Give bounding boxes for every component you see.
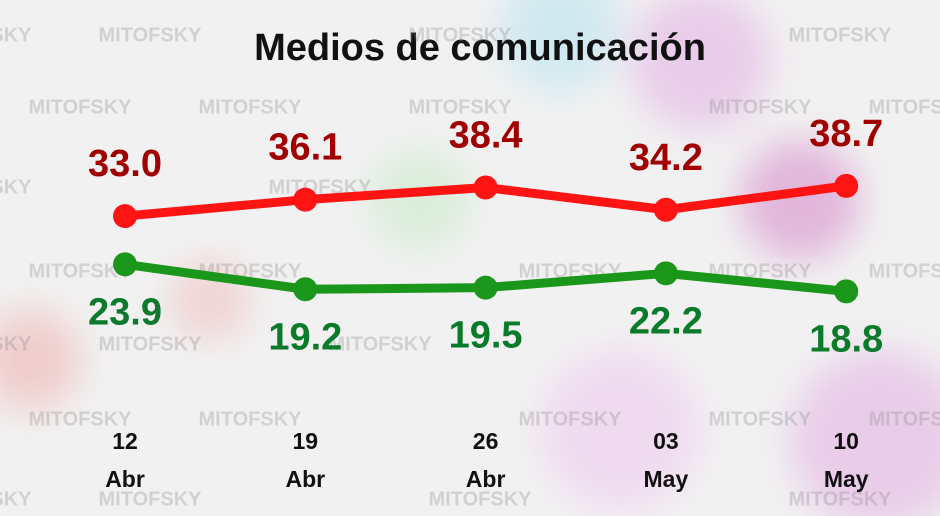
data-label: 38.7 [809, 113, 883, 155]
x-tick-label: 10 May [823, 428, 869, 492]
watermark: MITOFSKY [29, 260, 133, 282]
x-tick-label: 26 Abr [465, 428, 506, 492]
watermark: MITOFSKY [789, 488, 893, 510]
watermark: MITOFSKY [29, 408, 133, 430]
watermark: MITOFSKY [519, 408, 623, 430]
watermark: MITOFSKY [709, 96, 813, 118]
data-label: 34.2 [629, 137, 703, 179]
data-label: 33.0 [88, 143, 162, 185]
watermark: MITOFSKY [409, 24, 513, 46]
point [293, 277, 318, 302]
data-label: 22.2 [629, 300, 703, 342]
watermark: MITOFSKY [869, 408, 940, 430]
point [834, 173, 859, 198]
point [473, 175, 498, 200]
x-tick-label: 03 May [643, 428, 689, 492]
data-label: 23.9 [88, 291, 162, 333]
point [113, 252, 137, 277]
point [653, 197, 678, 222]
watermark: MITOFSKY [869, 96, 940, 118]
watermark: MITOFSKY [409, 96, 513, 118]
watermark: MITOFSKY [29, 96, 133, 118]
watermark: MITOFSKY [99, 24, 203, 46]
watermark-group: MITOFSKY MITOFSKY MITOFSKY MITOFSKY MITOFSKY… [0, 24, 940, 510]
watermark: MITOFSKY [99, 333, 203, 355]
data-label: 19.2 [268, 316, 342, 358]
watermark: MITOFSKY [329, 333, 433, 355]
data-label: 38.4 [449, 115, 523, 157]
point [653, 261, 678, 286]
watermark: MITOFSKY [869, 260, 940, 282]
watermark: MITOFSKY [0, 24, 32, 46]
x-tick-label: 19 Abr [285, 428, 326, 492]
watermark: MITOFSKY [429, 488, 533, 510]
data-label: 36.1 [268, 127, 342, 169]
watermark: MITOFSKY [0, 333, 32, 355]
watermark: MITOFSKY [709, 408, 813, 430]
watermark: MITOFSKY [0, 488, 32, 510]
data-label: 19.5 [449, 315, 523, 357]
data-label: 18.8 [809, 318, 883, 360]
watermark: MITOFSKY [0, 176, 32, 198]
point [834, 279, 859, 304]
watermark: MITOFSKY [789, 24, 893, 46]
chart-title: Medios de comunicación [254, 27, 706, 69]
watermark: MITOFSKY [199, 408, 303, 430]
x-tick-label: 12 Abr [105, 428, 145, 492]
point [113, 204, 137, 229]
watermark: MITOFSKY [99, 488, 203, 510]
watermark: MITOFSKY [199, 96, 303, 118]
point [293, 187, 318, 212]
point [473, 275, 498, 300]
